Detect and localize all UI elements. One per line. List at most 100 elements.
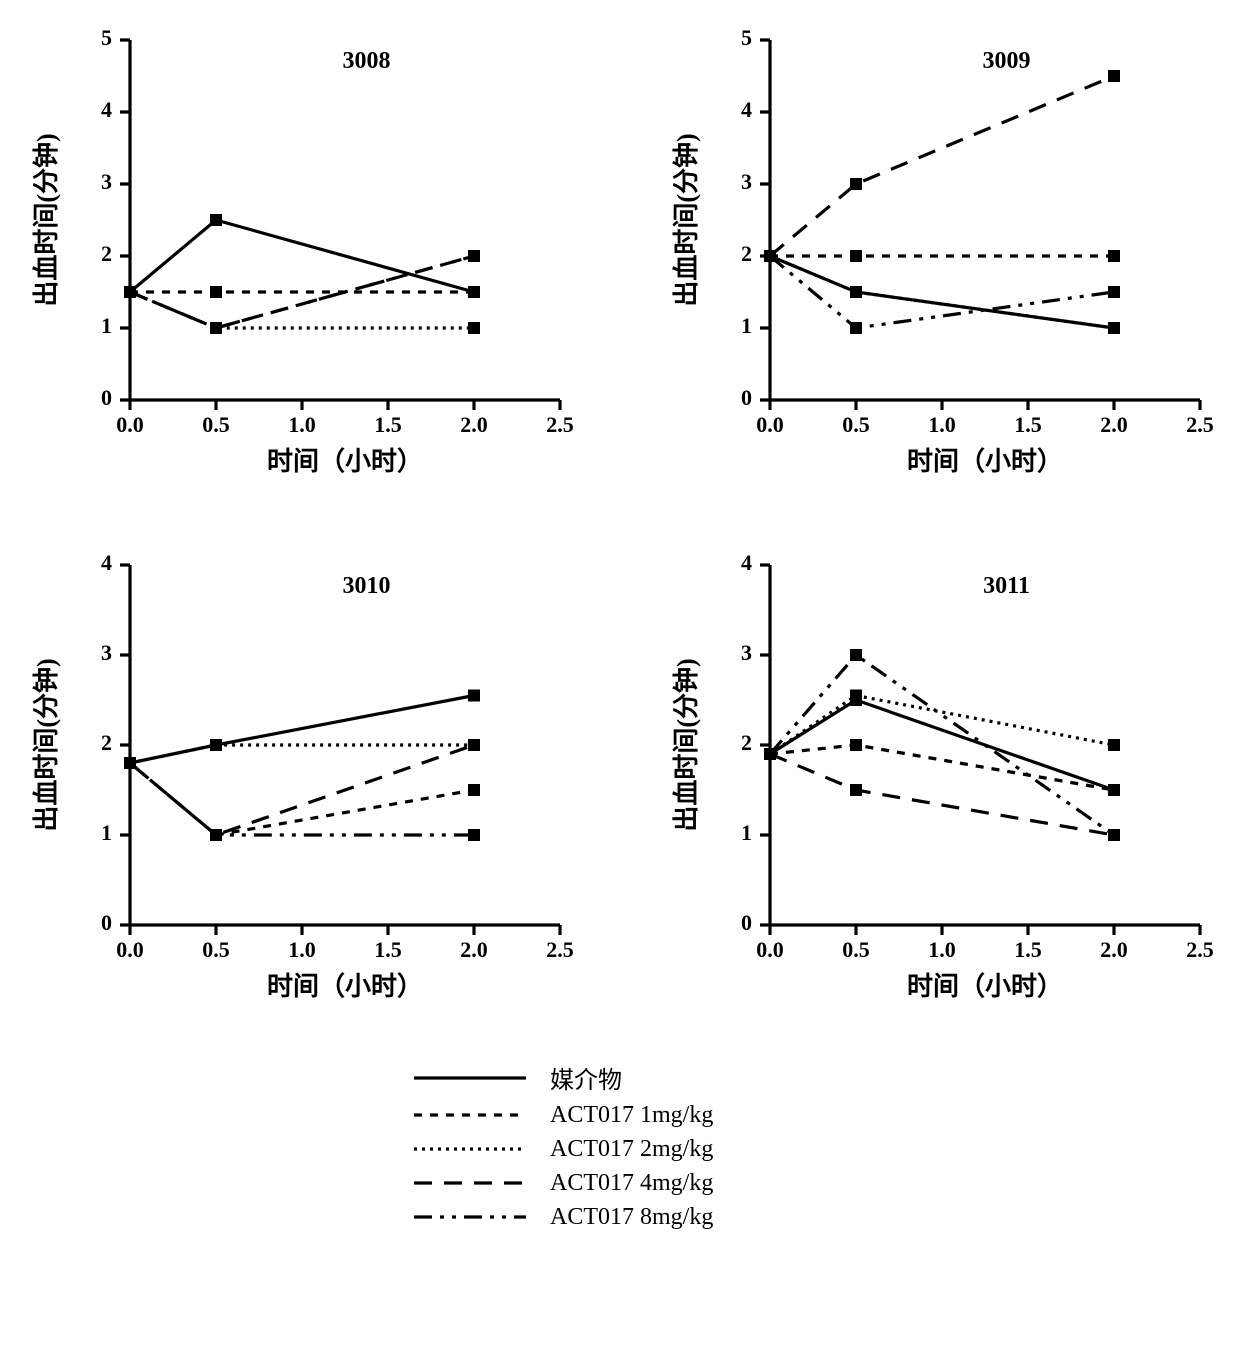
series-marker-d2	[850, 286, 862, 298]
series-marker-d8	[1108, 286, 1120, 298]
series-marker-d4	[850, 784, 862, 796]
x-tick-label: 0.0	[756, 937, 784, 962]
series-marker-d2	[210, 739, 222, 751]
y-tick-label: 0	[741, 385, 752, 410]
y-tick-label: 3	[741, 640, 752, 665]
chart-svg: 012340.00.51.01.52.02.5时间（小时）出血时间(分钟)301…	[20, 545, 580, 1025]
legend: 媒介物 ACT017 1mg/kg ACT017 2mg/kg ACT017 4…	[410, 1060, 830, 1231]
x-tick-label: 0.0	[116, 412, 144, 437]
x-tick-label: 1.5	[374, 937, 402, 962]
y-axis-label: 出血时间(分钟)	[31, 658, 61, 831]
x-tick-label: 1.0	[288, 412, 316, 437]
y-tick-label: 2	[101, 241, 112, 266]
series-marker-d8	[210, 829, 222, 841]
series-marker-d1	[468, 286, 480, 298]
series-marker-d8	[468, 829, 480, 841]
series-marker-d2	[850, 690, 862, 702]
legend-swatch-d8	[410, 1203, 530, 1231]
series-marker-d8	[850, 322, 862, 334]
chart-panel-3011: 012340.00.51.01.52.02.5时间（小时）出血时间(分钟)301…	[660, 545, 1220, 1030]
series-marker-d8	[850, 649, 862, 661]
y-axis-label: 出血时间(分钟)	[671, 133, 701, 306]
series-marker-d1	[210, 286, 222, 298]
series-marker-d2	[1108, 739, 1120, 751]
legend-label-d1: ACT017 1mg/kg	[550, 1102, 713, 1129]
series-line-d8	[770, 256, 1114, 328]
series-line-d2	[770, 256, 1114, 328]
legend-swatch-d4	[410, 1169, 530, 1197]
y-axis-label: 出血时间(分钟)	[31, 133, 61, 306]
series-line-vehicle	[130, 220, 474, 292]
y-tick-label: 1	[101, 313, 112, 338]
legend-label-d2: ACT017 2mg/kg	[550, 1136, 713, 1163]
series-line-d2	[770, 696, 1114, 755]
legend-swatch-d1	[410, 1101, 530, 1129]
y-tick-label: 1	[741, 820, 752, 845]
series-marker-d1	[1108, 250, 1120, 262]
x-tick-label: 0.5	[202, 937, 230, 962]
x-axis-label: 时间（小时）	[267, 447, 423, 476]
x-tick-label: 1.0	[928, 937, 956, 962]
y-tick-label: 4	[101, 97, 112, 122]
series-line-d4	[770, 754, 1114, 835]
series-marker-d4	[850, 178, 862, 190]
series-marker-d1	[850, 250, 862, 262]
legend-label-d4: ACT017 4mg/kg	[550, 1170, 713, 1197]
y-tick-label: 4	[101, 550, 112, 575]
panel-title: 3008	[343, 48, 391, 74]
panel-title: 3011	[983, 573, 1030, 599]
series-marker-d8	[124, 757, 136, 769]
y-tick-label: 4	[741, 97, 752, 122]
series-line-d8	[770, 655, 1114, 835]
series-line-d1	[770, 745, 1114, 790]
series-line-vehicle	[770, 700, 1114, 790]
series-marker-d1	[468, 784, 480, 796]
x-tick-label: 2.0	[1100, 937, 1128, 962]
y-tick-label: 2	[741, 241, 752, 266]
y-tick-label: 1	[741, 313, 752, 338]
y-tick-label: 0	[101, 385, 112, 410]
x-tick-label: 2.0	[1100, 412, 1128, 437]
chart-panel-3008: 0123450.00.51.01.52.02.5时间（小时）出血时间(分钟)30…	[20, 20, 580, 505]
panel-grid: 0123450.00.51.01.52.02.5时间（小时）出血时间(分钟)30…	[20, 20, 1220, 1030]
legend-label-d8: ACT017 8mg/kg	[550, 1204, 713, 1231]
x-axis-label: 时间（小时）	[267, 972, 423, 1001]
figure: 0123450.00.51.01.52.02.5时间（小时）出血时间(分钟)30…	[20, 20, 1220, 1231]
chart-svg: 0123450.00.51.01.52.02.5时间（小时）出血时间(分钟)30…	[660, 20, 1220, 500]
panel-title: 3009	[983, 48, 1031, 74]
y-tick-label: 2	[101, 730, 112, 755]
y-tick-label: 2	[741, 730, 752, 755]
panel-title: 3010	[343, 573, 391, 599]
series-line-vehicle	[130, 696, 474, 764]
x-axis-label: 时间（小时）	[907, 972, 1063, 1001]
chart-svg: 0123450.00.51.01.52.02.5时间（小时）出血时间(分钟)30…	[20, 20, 580, 500]
series-marker-vehicle	[468, 690, 480, 702]
x-tick-label: 0.5	[842, 937, 870, 962]
legend-item-vehicle: 媒介物	[410, 1060, 830, 1095]
chart-panel-3009: 0123450.00.51.01.52.02.5时间（小时）出血时间(分钟)30…	[660, 20, 1220, 505]
y-axis-label: 出血时间(分钟)	[671, 658, 701, 831]
x-tick-label: 0.0	[116, 937, 144, 962]
y-tick-label: 3	[101, 640, 112, 665]
x-tick-label: 1.0	[928, 412, 956, 437]
y-tick-label: 0	[101, 910, 112, 935]
x-tick-label: 0.5	[842, 412, 870, 437]
series-marker-d2	[468, 322, 480, 334]
series-marker-d8	[764, 748, 776, 760]
legend-item-d8: ACT017 8mg/kg	[410, 1203, 830, 1231]
x-tick-label: 2.5	[546, 412, 574, 437]
x-tick-label: 1.5	[1014, 937, 1042, 962]
series-line-d1	[130, 763, 474, 835]
series-line-vehicle	[770, 256, 1114, 328]
x-tick-label: 1.5	[1014, 412, 1042, 437]
x-tick-label: 2.5	[546, 937, 574, 962]
x-tick-label: 0.0	[756, 412, 784, 437]
chart-panel-3010: 012340.00.51.01.52.02.5时间（小时）出血时间(分钟)301…	[20, 545, 580, 1030]
y-tick-label: 4	[741, 550, 752, 575]
series-marker-d8	[124, 286, 136, 298]
x-tick-label: 2.0	[460, 937, 488, 962]
y-tick-label: 0	[741, 910, 752, 935]
y-tick-label: 3	[101, 169, 112, 194]
legend-item-d2: ACT017 2mg/kg	[410, 1135, 830, 1163]
y-tick-label: 5	[101, 25, 112, 50]
